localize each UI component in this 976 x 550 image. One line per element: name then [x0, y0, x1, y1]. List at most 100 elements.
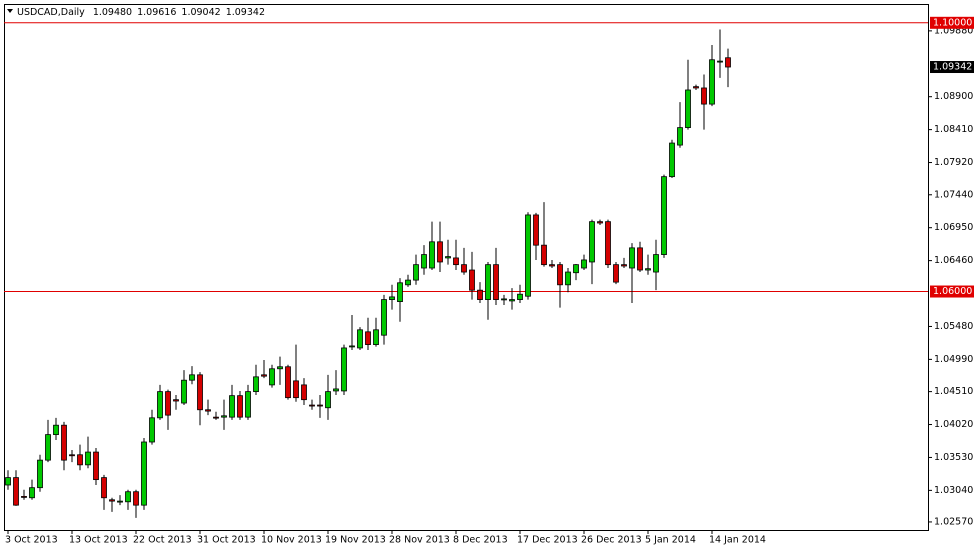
- candle-body: [485, 264, 491, 300]
- candle-body: [61, 424, 67, 461]
- level-label-box: [930, 285, 974, 298]
- candle-body: [709, 59, 715, 105]
- candle-body: [373, 329, 379, 345]
- level-label-box: [930, 16, 974, 29]
- level-label: 1.10000: [933, 17, 972, 28]
- x-tick-label: 3 Oct 2013: [5, 535, 58, 546]
- candle-body: [421, 254, 427, 269]
- candle-body: [509, 299, 515, 302]
- candle-body: [645, 268, 651, 271]
- candle-body: [277, 366, 283, 370]
- candle-body: [541, 244, 547, 266]
- x-tick-label: 31 Oct 2013: [197, 535, 256, 546]
- candle-body: [21, 496, 27, 498]
- header-low: 1.09042: [181, 7, 220, 18]
- candle-body: [237, 395, 243, 418]
- candle-body: [517, 293, 523, 300]
- x-tick-label: 26 Dec 2013: [581, 535, 642, 546]
- candle-body: [381, 299, 387, 336]
- y-tick-label: 1.08410: [934, 124, 973, 135]
- x-tick-label: 22 Oct 2013: [133, 535, 192, 546]
- candle-body: [677, 127, 683, 146]
- y-tick-label: 1.07920: [934, 157, 973, 168]
- candle-body: [717, 60, 723, 63]
- candle-body: [437, 241, 443, 263]
- candle-body: [261, 374, 267, 377]
- candle-body: [461, 264, 467, 273]
- x-tick-label: 14 Jan 2014: [709, 535, 766, 546]
- candle-body: [165, 391, 171, 416]
- y-tick-label: 1.04020: [934, 419, 973, 430]
- level-label: 1.06000: [933, 286, 972, 297]
- candle-body: [173, 399, 179, 402]
- candle-body: [69, 454, 75, 457]
- candle-body: [365, 331, 371, 345]
- candle-body: [13, 477, 19, 506]
- candle-body: [597, 221, 603, 224]
- y-tick-label: 1.02570: [934, 516, 973, 527]
- candle-body: [221, 415, 227, 418]
- candle-body: [501, 298, 507, 301]
- candle-body: [565, 271, 571, 286]
- candle-body: [397, 282, 403, 302]
- candle-body: [293, 380, 299, 399]
- chart-title: USDCAD,Daily: [17, 7, 85, 18]
- candle-body: [573, 264, 579, 274]
- y-tick-label: 1.09880: [934, 25, 973, 36]
- header-open: 1.09480: [93, 7, 132, 18]
- candle-body: [45, 434, 51, 461]
- candle-body: [549, 264, 555, 267]
- candle-body: [141, 441, 147, 506]
- plot-frame: [4, 4, 929, 531]
- candle-body: [685, 89, 691, 129]
- candle-body: [637, 247, 643, 271]
- candle-body: [133, 491, 139, 506]
- candle-body: [269, 368, 275, 386]
- candle-body: [493, 264, 499, 300]
- y-tick-label: 1.04990: [934, 354, 973, 365]
- candle-body: [389, 296, 395, 300]
- last-price-box: [930, 61, 974, 74]
- header-close: 1.09342: [226, 7, 265, 18]
- candle-body: [477, 289, 483, 300]
- candle-body: [453, 257, 459, 266]
- candle-body: [37, 459, 43, 489]
- candle-body: [629, 247, 635, 269]
- candle-body: [621, 264, 627, 267]
- x-tick-label: 13 Oct 2013: [69, 535, 128, 546]
- candle-body: [405, 279, 411, 286]
- candle-body: [581, 259, 587, 269]
- candle-body: [181, 379, 187, 404]
- candle-body: [653, 254, 659, 273]
- candle-body: [93, 451, 99, 481]
- y-tick-label: 1.05480: [934, 321, 973, 332]
- candle-body: [229, 395, 235, 418]
- candle-body: [213, 416, 219, 419]
- candle-body: [29, 487, 35, 499]
- candle-body: [149, 417, 155, 443]
- candle-body: [589, 221, 595, 263]
- x-tick-label: 19 Nov 2013: [325, 535, 386, 546]
- candle-body: [189, 374, 195, 381]
- candle-body: [253, 376, 259, 393]
- y-tick-label: 1.04510: [934, 386, 973, 397]
- candle-body: [317, 404, 323, 407]
- candle-body: [101, 477, 107, 499]
- candle-body: [557, 264, 563, 286]
- candle-body: [429, 241, 435, 269]
- candle-body: [245, 391, 251, 418]
- candle-body: [725, 57, 731, 68]
- y-tick-label: 1.08900: [934, 91, 973, 102]
- candle-body: [309, 404, 315, 407]
- candle-body: [357, 329, 363, 349]
- x-tick-label: 17 Dec 2013: [517, 535, 578, 546]
- menu-triangle: [7, 9, 13, 13]
- x-tick-label: 10 Nov 2013: [261, 535, 322, 546]
- candle-body: [669, 142, 675, 178]
- candle-body: [349, 345, 355, 348]
- candle-body: [117, 500, 123, 503]
- candle-body: [341, 347, 347, 392]
- candle-body: [197, 374, 203, 411]
- y-tick-label: 1.06460: [934, 255, 973, 266]
